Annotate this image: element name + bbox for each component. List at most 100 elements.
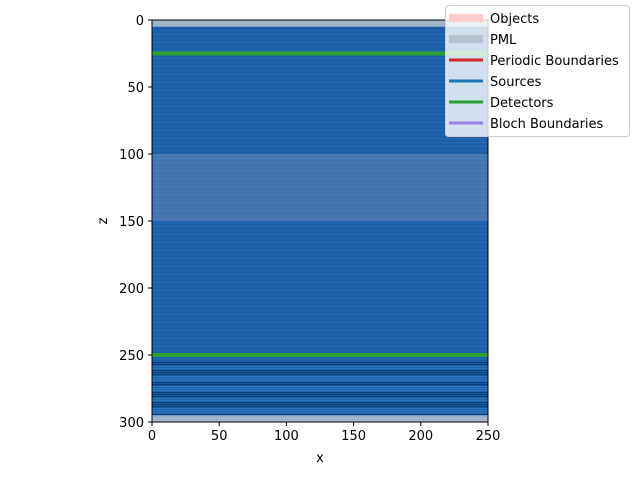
field-stripe bbox=[152, 192, 488, 194]
field-stripe bbox=[152, 372, 488, 374]
field-stripe bbox=[152, 212, 488, 214]
field-stripe bbox=[152, 150, 488, 152]
field-stripe bbox=[152, 280, 488, 282]
field-stripe bbox=[152, 282, 488, 284]
field-stripe bbox=[152, 410, 488, 412]
field-stripe bbox=[152, 236, 488, 238]
field-stripe bbox=[152, 238, 488, 240]
field-stripe bbox=[152, 378, 488, 380]
field-stripe bbox=[152, 220, 488, 222]
field-stripe bbox=[152, 400, 488, 402]
field-stripe bbox=[152, 328, 488, 330]
field-stripe bbox=[152, 412, 488, 414]
y-tick-label: 50 bbox=[127, 81, 144, 96]
field-stripe bbox=[152, 176, 488, 178]
field-stripe bbox=[152, 198, 488, 200]
legend: Objects PML Periodic Boundaries Sources Dete… bbox=[445, 5, 630, 137]
field-stripe bbox=[152, 246, 488, 248]
field-stripe bbox=[152, 398, 488, 400]
field-stripe bbox=[152, 404, 488, 406]
field-stripe bbox=[152, 260, 488, 262]
field-stripe bbox=[152, 164, 488, 166]
field-stripe bbox=[152, 242, 488, 244]
y-tick-label: 0 bbox=[136, 14, 144, 29]
field-stripe bbox=[152, 288, 488, 290]
x-tick-label: 100 bbox=[274, 429, 299, 444]
legend-label: Bloch Boundaries bbox=[490, 117, 604, 132]
field-stripe bbox=[152, 292, 488, 294]
field-stripe bbox=[152, 380, 488, 382]
field-stripe bbox=[152, 96, 488, 98]
field-stripe bbox=[152, 294, 488, 296]
field-stripe bbox=[152, 300, 488, 302]
field-stripe bbox=[152, 56, 488, 58]
field-stripe bbox=[152, 376, 488, 378]
field-stripe bbox=[152, 368, 488, 370]
field-stripe bbox=[152, 36, 488, 38]
field-stripe bbox=[152, 112, 488, 114]
field-stripe bbox=[152, 30, 488, 32]
legend-label: Detectors bbox=[490, 96, 554, 111]
field-stripe bbox=[152, 270, 488, 272]
field-stripe bbox=[152, 266, 488, 268]
field-stripe bbox=[152, 388, 488, 390]
field-stripe bbox=[152, 304, 488, 306]
field-stripe bbox=[152, 98, 488, 100]
field-stripe bbox=[152, 114, 488, 116]
field-stripe bbox=[152, 272, 488, 274]
x-tick-label: 250 bbox=[476, 429, 501, 444]
field-stripe bbox=[152, 60, 488, 62]
field-stripe bbox=[152, 146, 488, 148]
field-stripe bbox=[152, 390, 488, 392]
field-stripe bbox=[152, 336, 488, 338]
field-stripe bbox=[152, 248, 488, 250]
field-stripe bbox=[152, 298, 488, 300]
field-stripe bbox=[152, 346, 488, 348]
field-stripe bbox=[152, 338, 488, 340]
field-stripe bbox=[152, 82, 488, 84]
object-layer bbox=[152, 154, 488, 221]
field-stripe bbox=[152, 90, 488, 92]
field-stripe bbox=[152, 88, 488, 90]
x-tick-label: 0 bbox=[148, 429, 156, 444]
field-stripe bbox=[152, 124, 488, 126]
field-stripe bbox=[152, 136, 488, 138]
field-stripe bbox=[152, 116, 488, 118]
field-stripe bbox=[152, 268, 488, 270]
field-stripe bbox=[152, 290, 488, 292]
field-stripe bbox=[152, 278, 488, 280]
field-stripe bbox=[152, 366, 488, 368]
x-axis-ticks: 0 50 100 150 200 250 bbox=[148, 422, 501, 444]
field-stripe bbox=[152, 188, 488, 190]
field-stripe bbox=[152, 168, 488, 170]
y-tick-label: 150 bbox=[119, 215, 144, 230]
field-stripe bbox=[152, 244, 488, 246]
field-stripe bbox=[152, 408, 488, 410]
field-stripe bbox=[152, 382, 488, 384]
field-stripe bbox=[152, 92, 488, 94]
field-stripe bbox=[152, 126, 488, 128]
field-stripe bbox=[152, 134, 488, 136]
field-stripe bbox=[152, 210, 488, 212]
field-stripe bbox=[152, 296, 488, 298]
legend-frame bbox=[445, 5, 630, 137]
field-stripe bbox=[152, 178, 488, 180]
field-stripe bbox=[152, 206, 488, 208]
field-stripe bbox=[152, 172, 488, 174]
field-stripe bbox=[152, 214, 488, 216]
field-stripe bbox=[152, 360, 488, 362]
field-stripe bbox=[152, 50, 488, 52]
field-stripe bbox=[152, 284, 488, 286]
field-stripe bbox=[152, 94, 488, 96]
field-stripe bbox=[152, 144, 488, 146]
field-stripe bbox=[152, 148, 488, 150]
field-stripe bbox=[152, 316, 488, 318]
field-stripe bbox=[152, 222, 488, 224]
field-stripe bbox=[152, 140, 488, 142]
pml-region bbox=[152, 415, 488, 422]
field-stripe bbox=[152, 38, 488, 40]
field-stripe bbox=[152, 254, 488, 256]
pml-layer bbox=[152, 20, 488, 422]
field-stripe bbox=[152, 306, 488, 308]
